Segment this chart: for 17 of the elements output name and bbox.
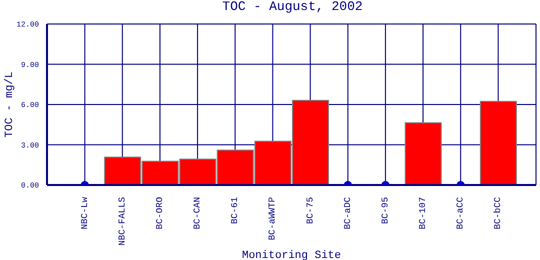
y-axis-title: TOC - mg/L <box>4 71 16 138</box>
chart-title: TOC - August, 2002 <box>221 0 364 14</box>
x-tick-label: NBC-FALLS <box>117 197 128 246</box>
x-tick-label: BC-107 <box>418 197 428 230</box>
x-tick-label: BC-95 <box>380 197 390 224</box>
x-tick-label: BC-ORO <box>154 197 165 230</box>
x-tick-label: NBC-Lw <box>80 196 90 230</box>
x-tick-label: BC-75 <box>305 197 316 224</box>
x-tick-label: BC-CAN <box>192 197 203 230</box>
bar <box>404 122 442 185</box>
x-tick-label: BC-bCC <box>493 196 504 230</box>
x-tick-label: BC-aCC <box>456 196 466 230</box>
bar <box>480 100 517 185</box>
x-tick-label: BC-aDC <box>342 196 353 230</box>
x-axis-title: Monitoring Site <box>242 250 342 260</box>
x-tick-label: BC-aWWTP <box>268 197 278 240</box>
x-tick-label: BC-61 <box>230 197 240 224</box>
